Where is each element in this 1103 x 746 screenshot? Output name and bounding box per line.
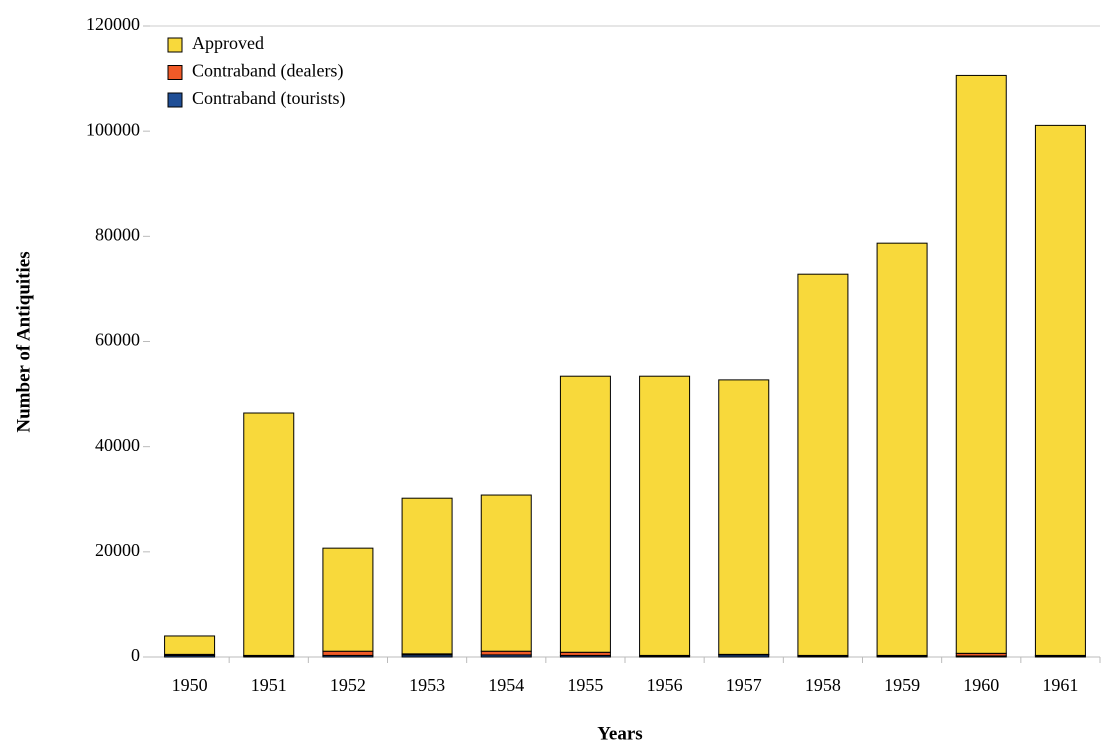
bar-segment [401,497,453,655]
bar-segment [322,547,374,652]
bar-segment [322,650,374,656]
x-tick-label: 1957 [726,675,762,695]
x-tick-label: 1959 [884,675,920,695]
y-tick-label: 120000 [86,14,140,34]
legend-swatch [167,92,183,108]
y-tick-label: 0 [131,645,140,665]
bar-segment [639,375,691,656]
bar-segment [797,273,849,656]
legend-label: Contraband (dealers) [192,61,343,82]
x-tick-label: 1955 [567,675,603,695]
x-axis-title: Years [597,723,642,744]
x-tick-label: 1961 [1042,675,1078,695]
bar-segment [876,242,928,656]
legend-swatch [167,37,183,53]
bar-segment [718,379,770,655]
legend-label: Approved [192,33,264,53]
legend-swatch [167,65,183,80]
y-tick-label: 80000 [95,224,140,244]
x-tick-label: 1954 [488,675,524,695]
bar-segment [559,375,611,653]
x-tick-label: 1951 [251,675,287,695]
y-tick-label: 100000 [86,119,140,139]
x-tick-label: 1958 [805,675,841,695]
x-tick-label: 1956 [647,675,683,695]
bar-segment [1034,124,1086,656]
bar-segment [243,412,295,656]
bar-segment [955,74,1007,654]
y-axis-title: Number of Antiquities [13,251,34,432]
x-tick-label: 1960 [963,675,999,695]
bar-segment [480,650,532,656]
bar-segment [480,494,532,652]
y-tick-label: 20000 [95,540,140,560]
x-tick-label: 1950 [172,675,208,695]
y-tick-label: 60000 [95,330,140,350]
x-tick-label: 1952 [330,675,366,695]
legend-label: Contraband (tourists) [192,88,345,109]
bar-segment [164,635,216,655]
y-tick-label: 40000 [95,435,140,455]
x-tick-label: 1953 [409,675,445,695]
